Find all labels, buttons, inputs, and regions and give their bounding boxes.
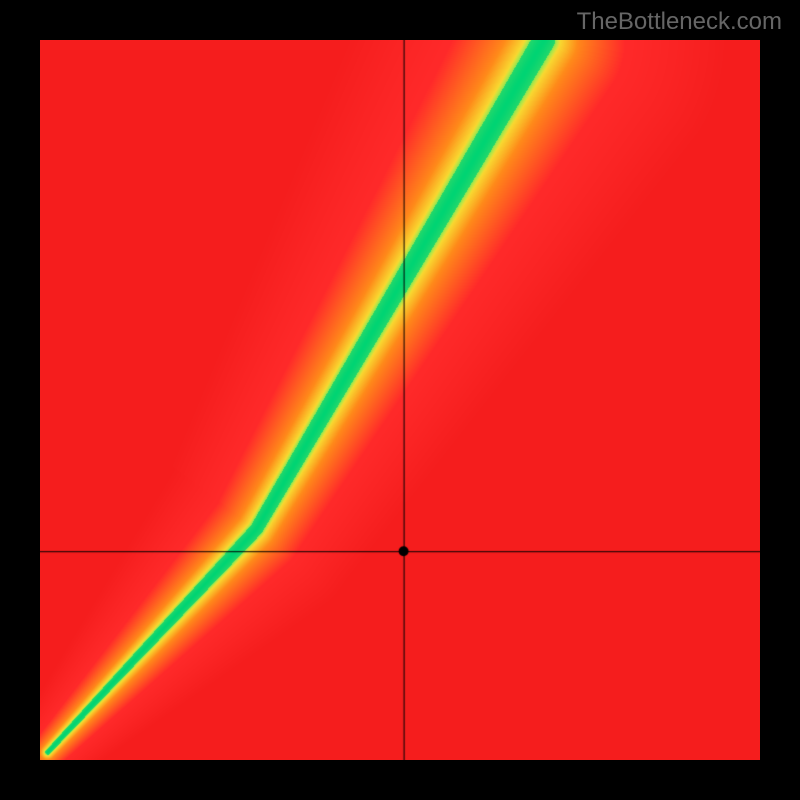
chart-container: TheBottleneck.com <box>0 0 800 800</box>
bottleneck-heatmap <box>40 40 760 760</box>
watermark-text: TheBottleneck.com <box>577 8 782 36</box>
